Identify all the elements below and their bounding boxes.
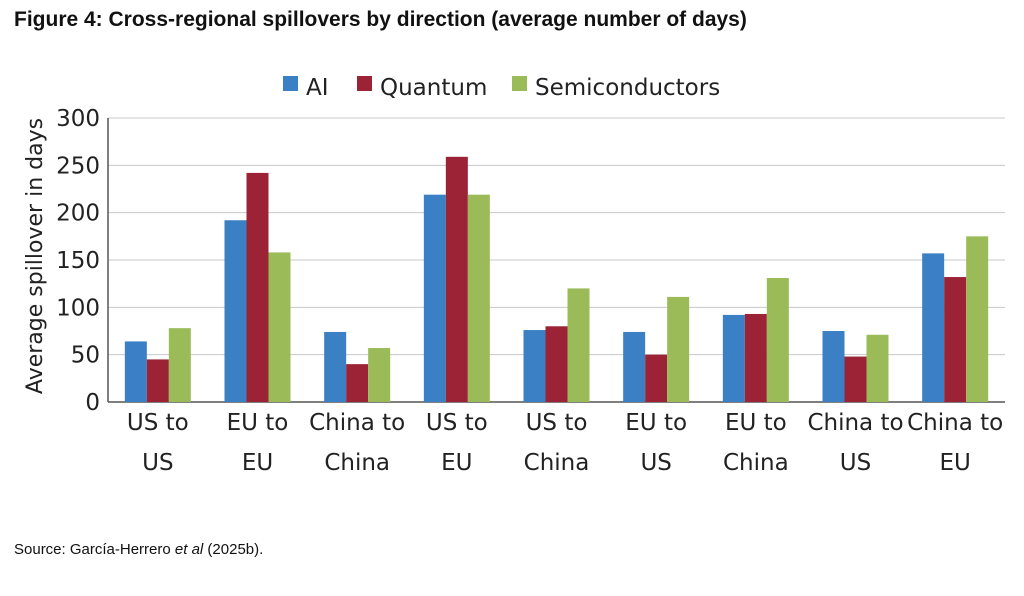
x-tick-label: China (324, 450, 390, 476)
x-tick-label: US to (127, 410, 189, 436)
legend-label-ai: AI (306, 75, 329, 101)
bar-quantum-1 (246, 172, 269, 402)
source-prefix: Source: García-Herrero (14, 541, 175, 558)
x-tick-label: EU (242, 450, 273, 476)
x-tick-label: China to (309, 410, 405, 436)
source-italic: et al (174, 541, 204, 558)
bar-semiconductors-7 (866, 334, 889, 402)
bar-ai-7 (822, 331, 845, 402)
bar-semiconductors-6 (766, 277, 789, 402)
x-tick-label: US (840, 450, 871, 476)
bar-quantum-4 (545, 326, 568, 402)
y-tick-label: 300 (56, 106, 100, 132)
bar-quantum-5 (645, 354, 668, 402)
y-tick-label: 250 (56, 153, 100, 179)
bar-semiconductors-8 (966, 236, 989, 402)
x-tick-label: EU to (625, 410, 687, 436)
x-tick-label: US (640, 450, 671, 476)
bar-quantum-2 (346, 364, 369, 402)
legend-swatch-quantum (357, 76, 372, 91)
source-suffix: (2025b). (203, 541, 264, 558)
bar-ai-2 (324, 331, 347, 402)
legend-label-semiconductors: Semiconductors (535, 75, 720, 101)
x-tick-label: EU (939, 450, 970, 476)
y-tick-label: 100 (56, 295, 100, 321)
bar-quantum-3 (445, 156, 468, 402)
bar-ai-1 (224, 220, 247, 402)
bar-quantum-7 (844, 356, 867, 402)
x-tick-label: China (524, 450, 590, 476)
x-tick-label: EU (441, 450, 472, 476)
x-tick-label: US to (526, 410, 588, 436)
bar-ai-6 (722, 314, 745, 402)
legend-swatch-semiconductors (512, 76, 527, 91)
x-tick-label: EU to (725, 410, 787, 436)
bar-ai-5 (623, 331, 646, 402)
bar-semiconductors-5 (667, 296, 690, 402)
y-tick-label: 0 (85, 390, 100, 416)
figure-title: Figure 4: Cross-regional spillovers by d… (14, 8, 747, 31)
bar-quantum-0 (146, 359, 169, 402)
x-tick-label: China to (907, 410, 1003, 436)
source-note: Source: García-Herrero et al (2025b). (14, 541, 263, 558)
x-tick-label: EU to (227, 410, 289, 436)
x-tick-label: China to (807, 410, 903, 436)
bar-semiconductors-0 (168, 328, 191, 402)
bar-quantum-6 (744, 313, 767, 402)
legend-label-quantum: Quantum (380, 75, 487, 101)
bar-quantum-8 (944, 277, 967, 402)
bar-semiconductors-3 (467, 194, 490, 402)
bar-ai-8 (922, 253, 945, 402)
y-tick-label: 200 (56, 201, 100, 227)
legend-swatch-ai (283, 76, 298, 91)
bar-semiconductors-1 (268, 252, 291, 402)
x-tick-label: China (723, 450, 789, 476)
x-tick-label: US (142, 450, 173, 476)
y-tick-label: 150 (56, 248, 100, 274)
y-axis-label: Average spillover in days (23, 118, 48, 394)
x-tick-label: US to (426, 410, 488, 436)
bar-semiconductors-2 (368, 348, 391, 402)
bar-ai-0 (124, 341, 147, 402)
bar-semiconductors-4 (567, 288, 590, 402)
bar-chart: 0 50 100 150 200 250 300 Average spillover in d… (23, 75, 1005, 476)
bar-ai-4 (523, 330, 546, 402)
bar-ai-3 (423, 194, 446, 402)
y-tick-label: 50 (71, 343, 100, 369)
